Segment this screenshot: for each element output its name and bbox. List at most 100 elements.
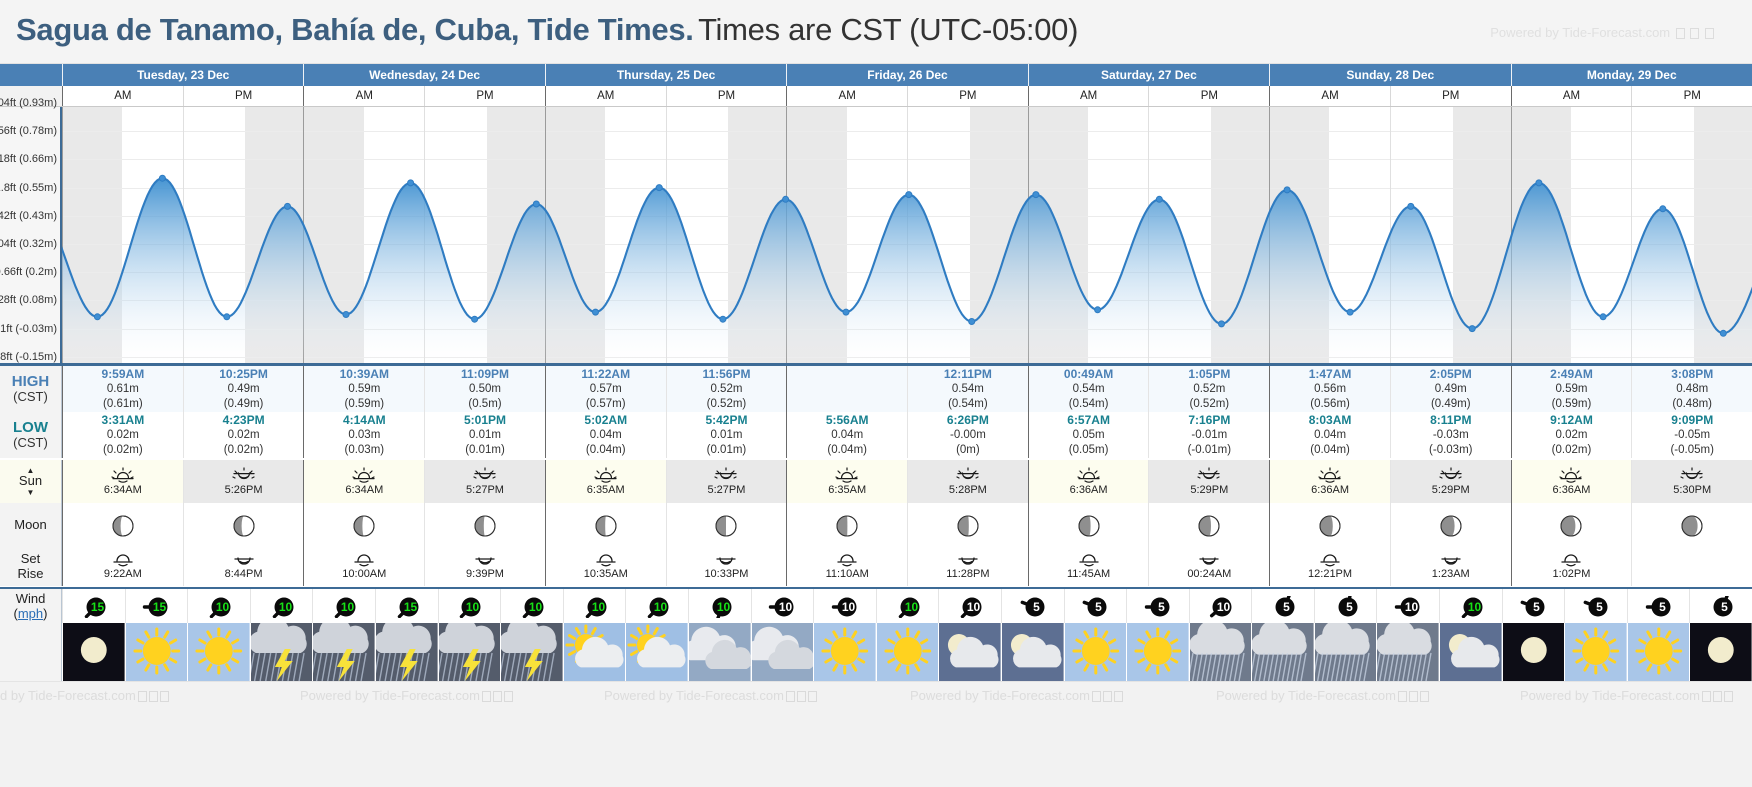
weather-cell-16 [1063, 623, 1127, 681]
weather-cell-14 [938, 623, 1001, 681]
tide-extreme-marker-9 [655, 184, 663, 192]
ampm-header-pm-1: PM [424, 86, 545, 106]
y-axis-tick-2: 2.18ft (0.66m) [0, 153, 57, 166]
high-tide-time: 11:22AM [581, 367, 631, 382]
low-tide-height-alt: (0.01m) [465, 443, 505, 456]
sunset-time: 5:26PM [224, 483, 263, 496]
sunset-time: 5:29PM [1431, 483, 1470, 496]
weather-cell-23 [1501, 623, 1565, 681]
tide-extreme-marker-11 [782, 195, 790, 203]
moon-illuminated-part [1440, 515, 1455, 536]
wind-cell-18: 10 [1188, 589, 1252, 625]
wind-cell-11: 10 [750, 589, 814, 625]
tide-extreme-marker-3 [284, 202, 291, 210]
wind-arrow-icon-25: 5 [1645, 597, 1671, 617]
moon-phase-icon-12 [1560, 514, 1583, 537]
sunset-time: 5:30PM [1673, 483, 1712, 496]
high-tide-height: 0.48m [1676, 383, 1709, 396]
footer-watermark-text: d by Tide-Forecast.com [0, 688, 136, 703]
weather-icon-partly-cloudy-sun [563, 623, 626, 681]
wind-unit-text[interactable]: mph [17, 606, 44, 621]
sunrise-time: 6:35AM [828, 483, 867, 496]
weather-cell-24 [1564, 623, 1627, 681]
wind-speed-value: 15 [91, 600, 105, 614]
wind-arrow-icon-17: 5 [1144, 597, 1170, 617]
high-tide-height-alt: (0.61m) [103, 397, 143, 410]
high-tide-height: 0.59m [1555, 383, 1588, 396]
wind-speed-value: 10 [717, 600, 731, 614]
high-tide-height-alt: (0.57m) [585, 397, 626, 410]
moonset-time: 12:21PM [1308, 568, 1353, 581]
high-tide-height-alt: (0.54m) [948, 397, 988, 410]
wind-unit-link[interactable]: (mph) [13, 606, 48, 621]
wind-cell-22: 10 [1439, 589, 1502, 625]
sunrise-time: 6:34AM [345, 483, 384, 496]
moon-phase-icon-9 [1198, 514, 1220, 537]
wind-speed-value: 10 [278, 600, 292, 614]
high-tide-height-alt: (0.59m) [1551, 397, 1592, 410]
day-header-4: Saturday, 27 Dec [1027, 64, 1269, 86]
sunset-icon [1197, 467, 1220, 479]
tide-curve-fill [62, 178, 1752, 365]
footer-watermark-text: Powered by Tide-Forecast.com [604, 688, 784, 703]
sun-cell-6: 6:35AM [786, 460, 908, 503]
footer-watermark-0: d by Tide-Forecast.com [0, 688, 169, 703]
low-tide-time: 4:14AM [342, 413, 386, 428]
logo-box-icon [1705, 28, 1714, 40]
high-tide-cell-8: 00:49AM 0.54m (0.54m) [1027, 366, 1149, 412]
low-tide-height-alt: (0.01m) [706, 443, 747, 456]
day-header-5: Sunday, 28 Dec [1269, 64, 1510, 86]
sunset-icon [956, 467, 979, 479]
sun-label-text: Sun [18, 473, 43, 489]
high-tide-cell-4: 11:22AM 0.57m (0.57m) [544, 366, 666, 412]
wind-arrow-icon-13: 10 [898, 597, 920, 618]
low-tide-height: 0.03m [348, 429, 381, 442]
moonset-icon [1320, 554, 1340, 567]
low-tide-height-alt: (0.04m) [585, 443, 626, 456]
moon-set-label-text: Set [20, 551, 41, 567]
moon-setrise-cell-0: 9:22AM [62, 548, 183, 586]
moon-illuminated-part [112, 515, 123, 536]
wind-arrow-icon-8: 10 [585, 597, 607, 618]
sunrise-icon [1077, 467, 1100, 483]
weather-icon-sunny [188, 623, 250, 681]
low-tide-height: -0.03m [1432, 429, 1469, 442]
low-tide-time: 7:16PM [1188, 413, 1231, 428]
moon-phase-icon-2 [353, 514, 375, 537]
high-tide-height: 0.52m [1193, 383, 1226, 396]
high-tide-time: 2:05PM [1429, 367, 1472, 382]
sun-cell-5: 5:27PM [665, 460, 787, 503]
high-tide-label: HIGH (CST) [0, 366, 62, 412]
moon-phase-cell-12 [1510, 503, 1632, 548]
wind-cell-20: 5 [1313, 589, 1377, 625]
low-tide-cell-13: 9:09PM -0.05m (-0.05m) [1631, 412, 1752, 458]
y-axis-tick-1: 2.56ft (0.78m) [0, 125, 57, 138]
wind-speed-value: 10 [904, 600, 918, 614]
weather-icon-partly-cloudy-night [939, 623, 1001, 681]
y-axis-tick-6: 0.66ft (0.2m) [0, 266, 57, 279]
high-tide-time: 1:05PM [1188, 367, 1231, 382]
wind-arrow-icon-24: 5 [1583, 597, 1608, 617]
wind-cell-5: 15 [374, 589, 438, 625]
wind-cell-9: 10 [625, 589, 688, 625]
y-axis-tick-0: 3.04ft (0.93m) [0, 97, 57, 109]
tide-extreme-marker-25 [1659, 205, 1667, 213]
logo-box-icon [503, 691, 513, 703]
weather-cell-15 [1000, 623, 1064, 681]
weather-icon-sunny [1565, 623, 1627, 681]
wind-speed-value: 10 [1468, 600, 1482, 614]
low-tide-cell-9: 7:16PM -0.01m (-0.01m) [1148, 412, 1270, 458]
footer-watermark-text: Powered by Tide-Forecast.com [1520, 688, 1700, 703]
moon-phase-cell-7 [907, 503, 1028, 548]
powered-by-top: Powered by Tide-Forecast.com [1490, 25, 1714, 40]
wind-arrow-icon-9: 10 [647, 597, 669, 618]
weather-icon-sunny [1127, 623, 1189, 681]
moon-illuminated-part [1682, 515, 1698, 536]
weather-icon-rain [1252, 623, 1314, 681]
moon-phase-row: Moon [0, 503, 1752, 548]
wind-arrow-icon-1: 15 [143, 597, 168, 617]
moon-setrise-cell-3: 9:39PM [424, 548, 545, 586]
wind-speed-value: 5 [1534, 600, 1541, 614]
tide-extreme-marker-19 [1283, 186, 1291, 194]
ampm-header-am-3: AM [786, 86, 907, 106]
